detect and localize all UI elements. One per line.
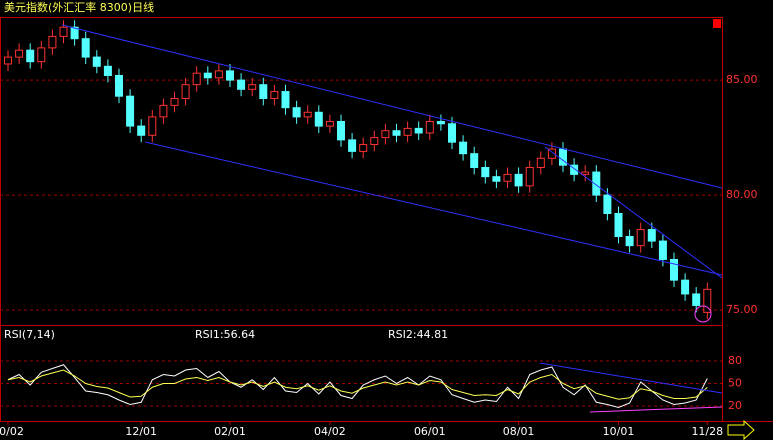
marker <box>713 19 721 28</box>
candle-body <box>636 229 645 247</box>
y-tick-label: 80.00 <box>726 188 758 201</box>
candle-body <box>15 49 24 58</box>
candle-body <box>281 91 290 109</box>
trend-lines <box>61 24 723 394</box>
x-tick-label: 10/01 <box>603 425 635 438</box>
candle-body <box>403 127 412 136</box>
candle-body <box>348 139 357 152</box>
candle-body <box>137 125 146 136</box>
trend-line <box>589 406 723 413</box>
candle-body <box>181 84 190 99</box>
candle-body <box>148 116 157 136</box>
candle-body <box>259 84 268 99</box>
legend-entry: RSI2:44.81 <box>388 328 448 341</box>
x-tick-label: 02/01 <box>214 425 246 438</box>
candle-body <box>570 164 579 175</box>
candle-body <box>425 120 434 134</box>
candle-body <box>314 111 323 127</box>
trend-line <box>144 141 723 276</box>
trend-line <box>539 362 723 394</box>
x-tick-label: 11/28 <box>691 425 723 438</box>
trend-line <box>544 146 723 279</box>
candle-body <box>559 148 567 166</box>
x-tick-label: 10/02 <box>0 425 24 438</box>
candle-body <box>359 143 368 152</box>
candle-body <box>48 35 57 49</box>
legend-entry: RSI1:56.64 <box>195 328 255 341</box>
candle-body <box>26 49 35 63</box>
candle-body <box>614 212 623 237</box>
trend-line <box>61 24 723 189</box>
candle-body <box>670 258 678 281</box>
candle-body <box>203 72 212 79</box>
candle-body <box>92 56 101 67</box>
candle-body <box>170 97 179 106</box>
candle-body <box>470 153 479 168</box>
y-tick-label: 20 <box>728 399 742 412</box>
frame <box>0 17 773 422</box>
candle-body <box>70 26 79 40</box>
candle-body <box>81 38 90 58</box>
y-tick-label: 75.00 <box>726 303 758 316</box>
candle-body <box>436 120 445 125</box>
candle-body <box>692 293 701 306</box>
candle-body <box>237 79 246 90</box>
candle-body <box>481 166 490 178</box>
candle-body <box>4 56 12 65</box>
candle-body <box>647 229 656 242</box>
candle-body <box>392 130 401 136</box>
candle-body <box>248 84 257 90</box>
candle-body <box>303 111 312 118</box>
candle-body <box>581 171 590 175</box>
x-tick-label: 06/01 <box>414 425 446 438</box>
rsi-line <box>7 364 708 409</box>
x-tick-label: 04/02 <box>314 425 346 438</box>
rsi-title: RSI(7,14) <box>4 328 55 341</box>
candle-body <box>448 123 456 143</box>
candle-body <box>337 120 345 141</box>
candle-body <box>525 166 534 187</box>
candle-body <box>592 171 601 196</box>
candle-body <box>681 279 690 295</box>
candle-body <box>214 70 223 79</box>
candle-body <box>514 173 523 187</box>
candle-body <box>503 173 512 182</box>
candle-body <box>625 235 634 247</box>
y-tick-label: 50 <box>728 377 742 390</box>
candle-body <box>103 65 112 76</box>
candle-body <box>270 91 279 99</box>
candle-body <box>192 72 201 86</box>
candle-body <box>459 141 468 155</box>
arrow-icon[interactable] <box>727 419 755 440</box>
scroll-arrow[interactable] <box>727 419 755 440</box>
candle-body <box>547 148 556 159</box>
candle-body <box>59 26 68 37</box>
candle-body <box>292 107 301 118</box>
candle-body <box>126 95 135 127</box>
candle-body <box>492 176 501 182</box>
x-tick-label: 08/01 <box>503 425 535 438</box>
chart-title: 美元指数(外汇汇率 8300)日线 <box>4 0 154 14</box>
highlight-circle <box>694 305 712 323</box>
y-tick-label: 80 <box>728 354 742 367</box>
candle-body <box>159 104 168 118</box>
rsi-line <box>7 369 708 400</box>
candle-body <box>536 157 545 168</box>
candle-body <box>703 288 712 313</box>
candle-body <box>370 137 379 145</box>
candle-body <box>37 47 46 63</box>
candle-body <box>658 240 667 260</box>
candle-body <box>226 70 234 81</box>
candle-body <box>115 74 123 97</box>
candle-body <box>414 127 423 134</box>
candle-body <box>381 130 390 139</box>
x-tick-label: 12/01 <box>125 425 157 438</box>
y-tick-label: 85.00 <box>726 73 758 86</box>
candle-body <box>603 194 612 214</box>
candle-body <box>325 120 334 127</box>
